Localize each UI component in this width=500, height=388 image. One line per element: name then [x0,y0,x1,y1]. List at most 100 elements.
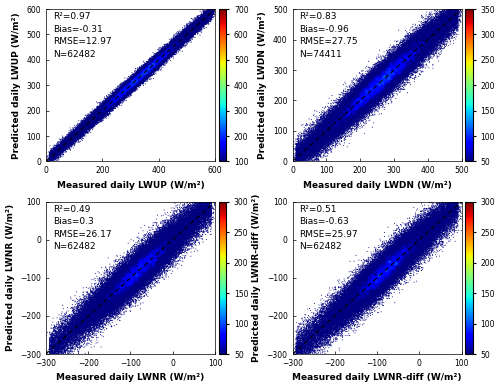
Point [381,73,389,79]
Point [164,46,172,52]
Point [426,34,434,40]
Point [336,106,344,113]
Point [122,292,130,298]
Point [95,108,103,114]
Point [128,284,136,291]
Point [77,121,85,128]
Point [391,65,399,71]
Point [382,70,390,76]
Point [430,28,438,34]
Point [124,268,132,274]
Point [58,147,66,153]
Point [178,227,186,234]
Point [371,95,379,102]
Point [136,72,144,78]
Point [344,114,352,120]
Point [344,97,351,103]
Point [398,62,406,68]
Point [154,58,162,64]
Point [141,69,149,76]
Point [205,7,213,13]
Point [394,67,402,73]
Point [89,118,97,124]
Point [50,152,58,159]
Point [400,232,407,239]
Point [382,260,390,267]
Point [382,75,390,81]
Point [150,262,158,268]
Point [104,105,112,111]
Point [413,40,421,46]
Point [384,259,392,265]
Point [357,111,365,118]
Point [130,267,138,274]
Point [370,84,378,90]
Point [80,127,88,133]
Point [425,41,433,47]
Point [190,22,198,28]
Point [396,256,404,262]
Point [184,215,192,221]
Point [426,45,434,52]
Point [392,252,400,258]
Point [120,88,128,95]
Point [110,285,118,291]
Point [134,267,141,274]
Point [156,58,164,64]
Point [142,274,150,280]
Point [138,74,146,80]
Point [402,245,410,251]
Point [154,246,162,253]
Point [363,277,371,283]
Point [344,107,352,114]
Point [366,88,374,94]
Point [430,240,438,246]
Point [374,84,382,90]
Point [349,91,357,97]
Point [128,266,136,272]
Point [146,65,154,71]
Point [166,237,174,244]
Point [400,49,407,55]
Point [153,247,161,253]
Point [120,92,128,99]
Point [426,246,434,252]
Point [387,60,395,66]
Point [367,288,375,294]
Point [378,270,386,276]
Point [396,62,404,68]
Point [66,339,74,345]
Point [131,73,139,80]
Point [407,237,415,243]
Point [68,137,76,143]
Point [58,339,66,345]
Point [382,275,390,282]
Point [136,73,144,80]
Point [134,75,142,81]
Point [194,24,202,30]
Point [142,274,150,280]
Point [337,116,345,122]
Point [104,309,112,315]
Point [112,285,120,291]
Point [102,99,110,105]
Point [426,33,434,39]
Point [194,212,202,218]
Point [324,321,332,327]
Point [394,54,402,61]
Point [382,278,390,284]
Point [320,116,328,122]
Point [108,100,116,107]
Point [46,343,54,349]
Point [346,294,354,300]
Point [372,73,380,79]
Point [116,92,124,99]
Point [126,74,134,81]
Point [403,53,411,59]
Point [160,47,168,53]
Point [362,94,370,100]
Point [58,146,66,152]
Point [418,46,426,52]
Point [136,70,143,76]
Point [442,212,450,218]
